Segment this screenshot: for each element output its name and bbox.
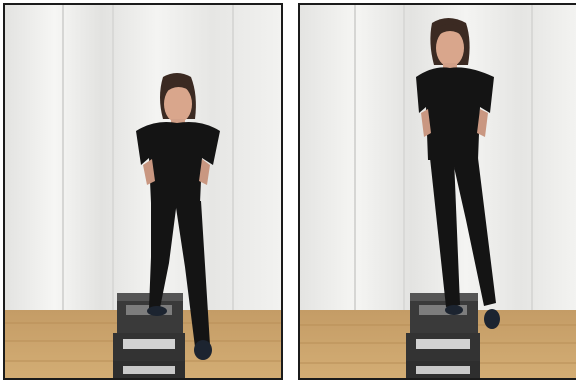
step-platform bbox=[113, 293, 185, 378]
step-up-photo-right bbox=[300, 5, 576, 378]
person-figure bbox=[136, 73, 220, 360]
photo-panel-left bbox=[3, 3, 283, 380]
step-platform bbox=[406, 293, 480, 378]
photo-panel-right bbox=[298, 3, 576, 380]
person-figure bbox=[416, 18, 500, 329]
step-up-photo-left bbox=[5, 5, 281, 378]
